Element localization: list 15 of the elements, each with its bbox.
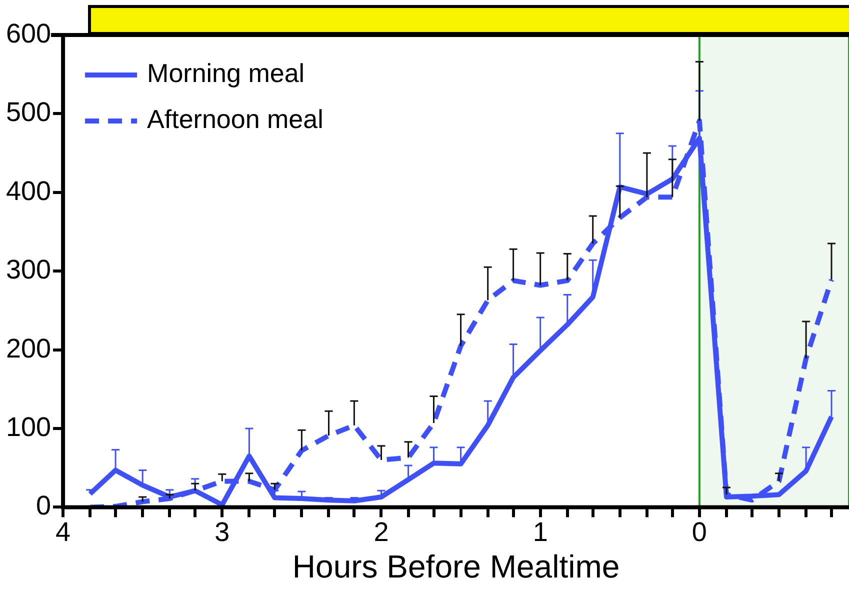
- y-tick-label: 400: [6, 176, 52, 206]
- legend-label: Afternoon meal: [147, 104, 324, 134]
- x-tick-label: 3: [214, 516, 230, 547]
- x-tick-label: 1: [532, 516, 548, 547]
- y-tick-label: 500: [6, 97, 52, 128]
- x-tick-label: 4: [56, 516, 71, 547]
- x-axis-title: Hours Before Mealtime: [292, 548, 620, 585]
- x-tick-label: 2: [374, 516, 389, 547]
- legend-label: Morning meal: [147, 58, 305, 88]
- y-tick-label: 600: [6, 18, 52, 48]
- y-tick-label: 300: [6, 254, 52, 285]
- y-tick-label: 0: [36, 490, 52, 521]
- y-tick-label: 100: [6, 412, 52, 442]
- y-tick-label: 200: [6, 333, 52, 364]
- x-tick-label: 0: [692, 516, 707, 547]
